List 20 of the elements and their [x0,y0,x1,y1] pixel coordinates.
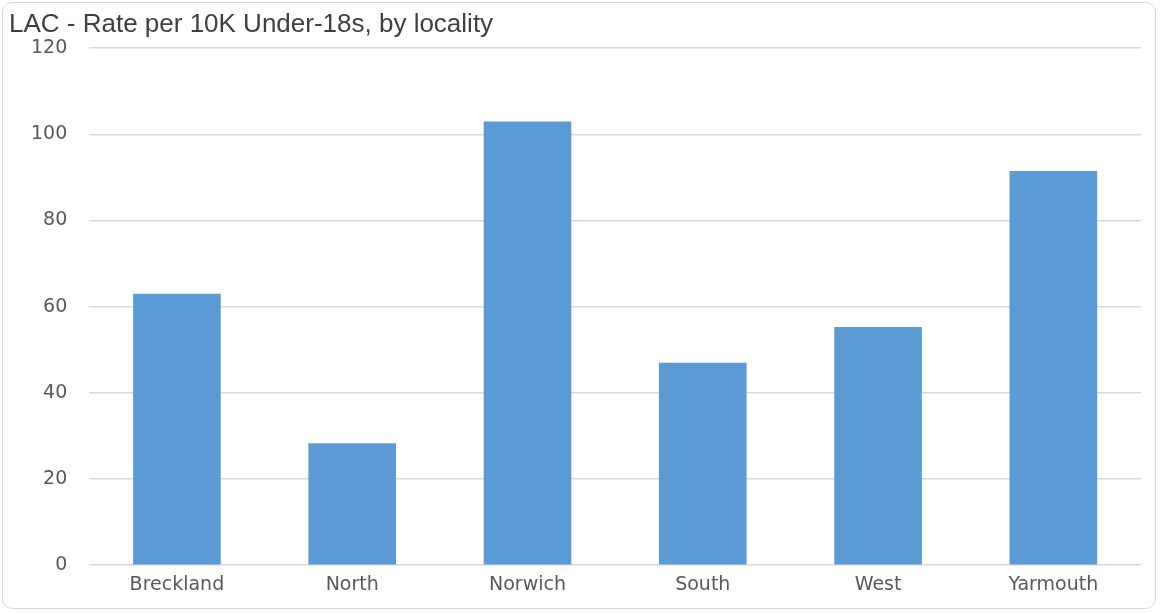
x-tick-label: North [325,571,379,594]
x-tick-label: Norwich [489,571,566,594]
bar [834,326,922,565]
y-tick-label: 100 [31,121,68,144]
bar [483,121,572,565]
y-tick-label: 80 [43,207,68,230]
y-tick-label: 20 [43,465,68,488]
x-tick-label: Yarmouth [1007,571,1099,594]
chart-title: LAC - Rate per 10K Under-18s, by locality [9,7,494,38]
x-tick-label: Breckland [129,571,225,594]
y-tick-label: 0 [55,552,68,575]
bar [1009,170,1098,565]
bar [133,293,221,565]
x-tick-label: South [675,571,731,594]
y-tick-label: 60 [43,293,68,316]
y-tick-label: 40 [43,379,68,402]
y-tick-label: 120 [31,35,68,58]
bar [658,362,747,565]
x-tick-label: West [854,571,902,594]
bar [308,443,397,565]
